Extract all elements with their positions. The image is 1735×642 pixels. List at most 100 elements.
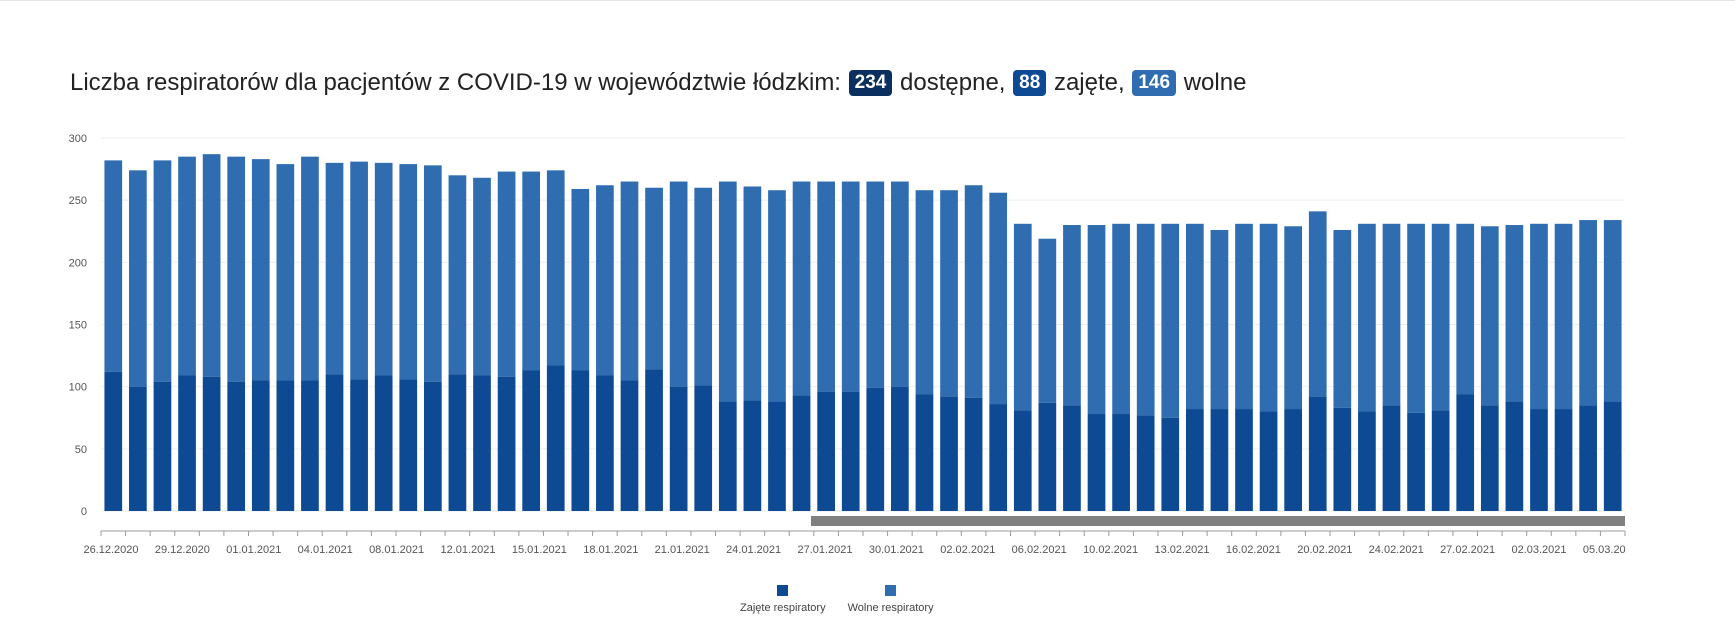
legend-label-occupied: Zajęte respiratory — [740, 602, 826, 614]
label-clip-mask — [1626, 540, 1735, 560]
x-tick-label: 27.02.2021 — [1440, 544, 1495, 556]
bar-occupied — [645, 369, 663, 511]
bar-free — [202, 154, 221, 377]
y-tick-label: 250 — [69, 195, 87, 207]
bar-free — [1480, 226, 1499, 406]
bar-occupied — [522, 370, 541, 511]
legend-item-occupied[interactable]: Zajęte respiratory — [740, 585, 826, 614]
available-badge: 234 — [848, 70, 893, 96]
occupied-badge: 88 — [1013, 70, 1047, 96]
bar-occupied — [743, 400, 762, 511]
bar-free — [178, 156, 196, 376]
bar-free — [1284, 226, 1303, 410]
bar-occupied — [694, 385, 713, 511]
x-tick-label: 01.01.2021 — [226, 544, 281, 556]
bar-occupied — [325, 374, 344, 511]
bar-occupied — [1185, 409, 1204, 511]
stacked-bar-chart: 0 50 100 150 200 250 300 26.12.2020 29.12.2020 01… — [69, 133, 1735, 560]
bar-free — [768, 190, 786, 402]
bar-occupied — [866, 387, 885, 511]
bar-occupied — [841, 391, 860, 511]
x-tick-label: 04.01.2021 — [298, 544, 353, 556]
bar-occupied — [792, 395, 811, 511]
bar-free — [866, 181, 885, 388]
bar-occupied — [1284, 409, 1303, 511]
y-tick-label: 200 — [69, 257, 87, 269]
bar-free — [940, 190, 958, 397]
bar-free — [1259, 223, 1278, 412]
bar-free — [1112, 223, 1130, 415]
bar-occupied — [374, 375, 393, 511]
bar-occupied — [1013, 410, 1032, 511]
bar-occupied — [129, 386, 147, 511]
bar-occupied — [940, 396, 958, 511]
bar-occupied — [1333, 407, 1352, 511]
bar-free — [891, 181, 909, 387]
legend-item-free[interactable]: Wolne respiratory — [848, 585, 934, 614]
bar-occupied — [1161, 417, 1180, 511]
bar-free — [301, 156, 319, 381]
bar-occupied — [989, 404, 1008, 511]
bar-free — [1161, 223, 1180, 418]
x-tick-label: 21.01.2021 — [655, 544, 710, 556]
bar-occupied — [915, 394, 934, 511]
bar-occupied — [1382, 405, 1401, 511]
bar-occupied — [1505, 401, 1524, 511]
bar-occupied — [153, 381, 172, 511]
x-tick-label: 02.02.2021 — [940, 544, 995, 556]
bar-occupied — [1112, 414, 1130, 511]
bar-occupied — [1530, 409, 1548, 511]
bar-free — [694, 187, 713, 386]
bar-occupied — [251, 380, 270, 511]
x-tick-label: 06.02.2021 — [1012, 544, 1067, 556]
x-tick-label: 02.03.2021 — [1511, 544, 1566, 556]
bar-occupied — [571, 370, 590, 511]
bar-occupied — [1038, 402, 1057, 511]
range-scrollbar[interactable] — [811, 516, 1625, 526]
bar-free — [620, 181, 639, 381]
x-tick-label: 15.01.2021 — [512, 544, 567, 556]
bar-occupied — [1579, 405, 1597, 511]
bar-free — [1431, 223, 1450, 411]
bar-occupied — [448, 374, 467, 511]
bar-occupied — [964, 397, 983, 511]
bar-free — [497, 171, 516, 377]
bar-occupied — [473, 375, 491, 511]
free-badge: 146 — [1132, 70, 1177, 96]
bar-free — [1235, 223, 1253, 410]
bar-free — [1505, 225, 1524, 402]
bar-free — [1554, 223, 1573, 410]
bar-free — [522, 171, 541, 371]
x-tick-label: 27.01.2021 — [797, 544, 852, 556]
bar-occupied — [399, 379, 418, 511]
bar-occupied — [1554, 409, 1573, 511]
x-tick-label: 10.02.2021 — [1083, 544, 1138, 556]
x-tick-label: 13.02.2021 — [1154, 544, 1209, 556]
bar-occupied — [718, 401, 737, 511]
bar-free — [448, 175, 467, 375]
bar-free — [325, 162, 344, 375]
bar-free — [841, 181, 860, 392]
bar-occupied — [227, 381, 246, 511]
bar-free — [596, 185, 614, 376]
x-tick-label: 16.02.2021 — [1226, 544, 1281, 556]
bar-occupied — [596, 375, 614, 511]
bar-occupied — [620, 380, 639, 511]
bar-free — [104, 160, 123, 372]
bar-occupied — [276, 380, 295, 511]
x-tick-label: 24.02.2021 — [1369, 544, 1424, 556]
bar-occupied — [1407, 412, 1425, 511]
bar-free — [1136, 223, 1155, 416]
bar-free — [645, 187, 663, 370]
bar-free — [1358, 223, 1376, 412]
bar-free — [473, 177, 491, 376]
bar-free — [546, 170, 565, 366]
bar-free — [374, 162, 393, 376]
bar-occupied — [301, 380, 319, 511]
bar-free — [1407, 223, 1425, 413]
legend-swatch-free — [885, 585, 897, 596]
bar-occupied — [1308, 396, 1327, 511]
bar-occupied — [104, 371, 123, 511]
y-tick-label: 50 — [75, 444, 87, 456]
y-tick-label: 300 — [69, 133, 87, 145]
